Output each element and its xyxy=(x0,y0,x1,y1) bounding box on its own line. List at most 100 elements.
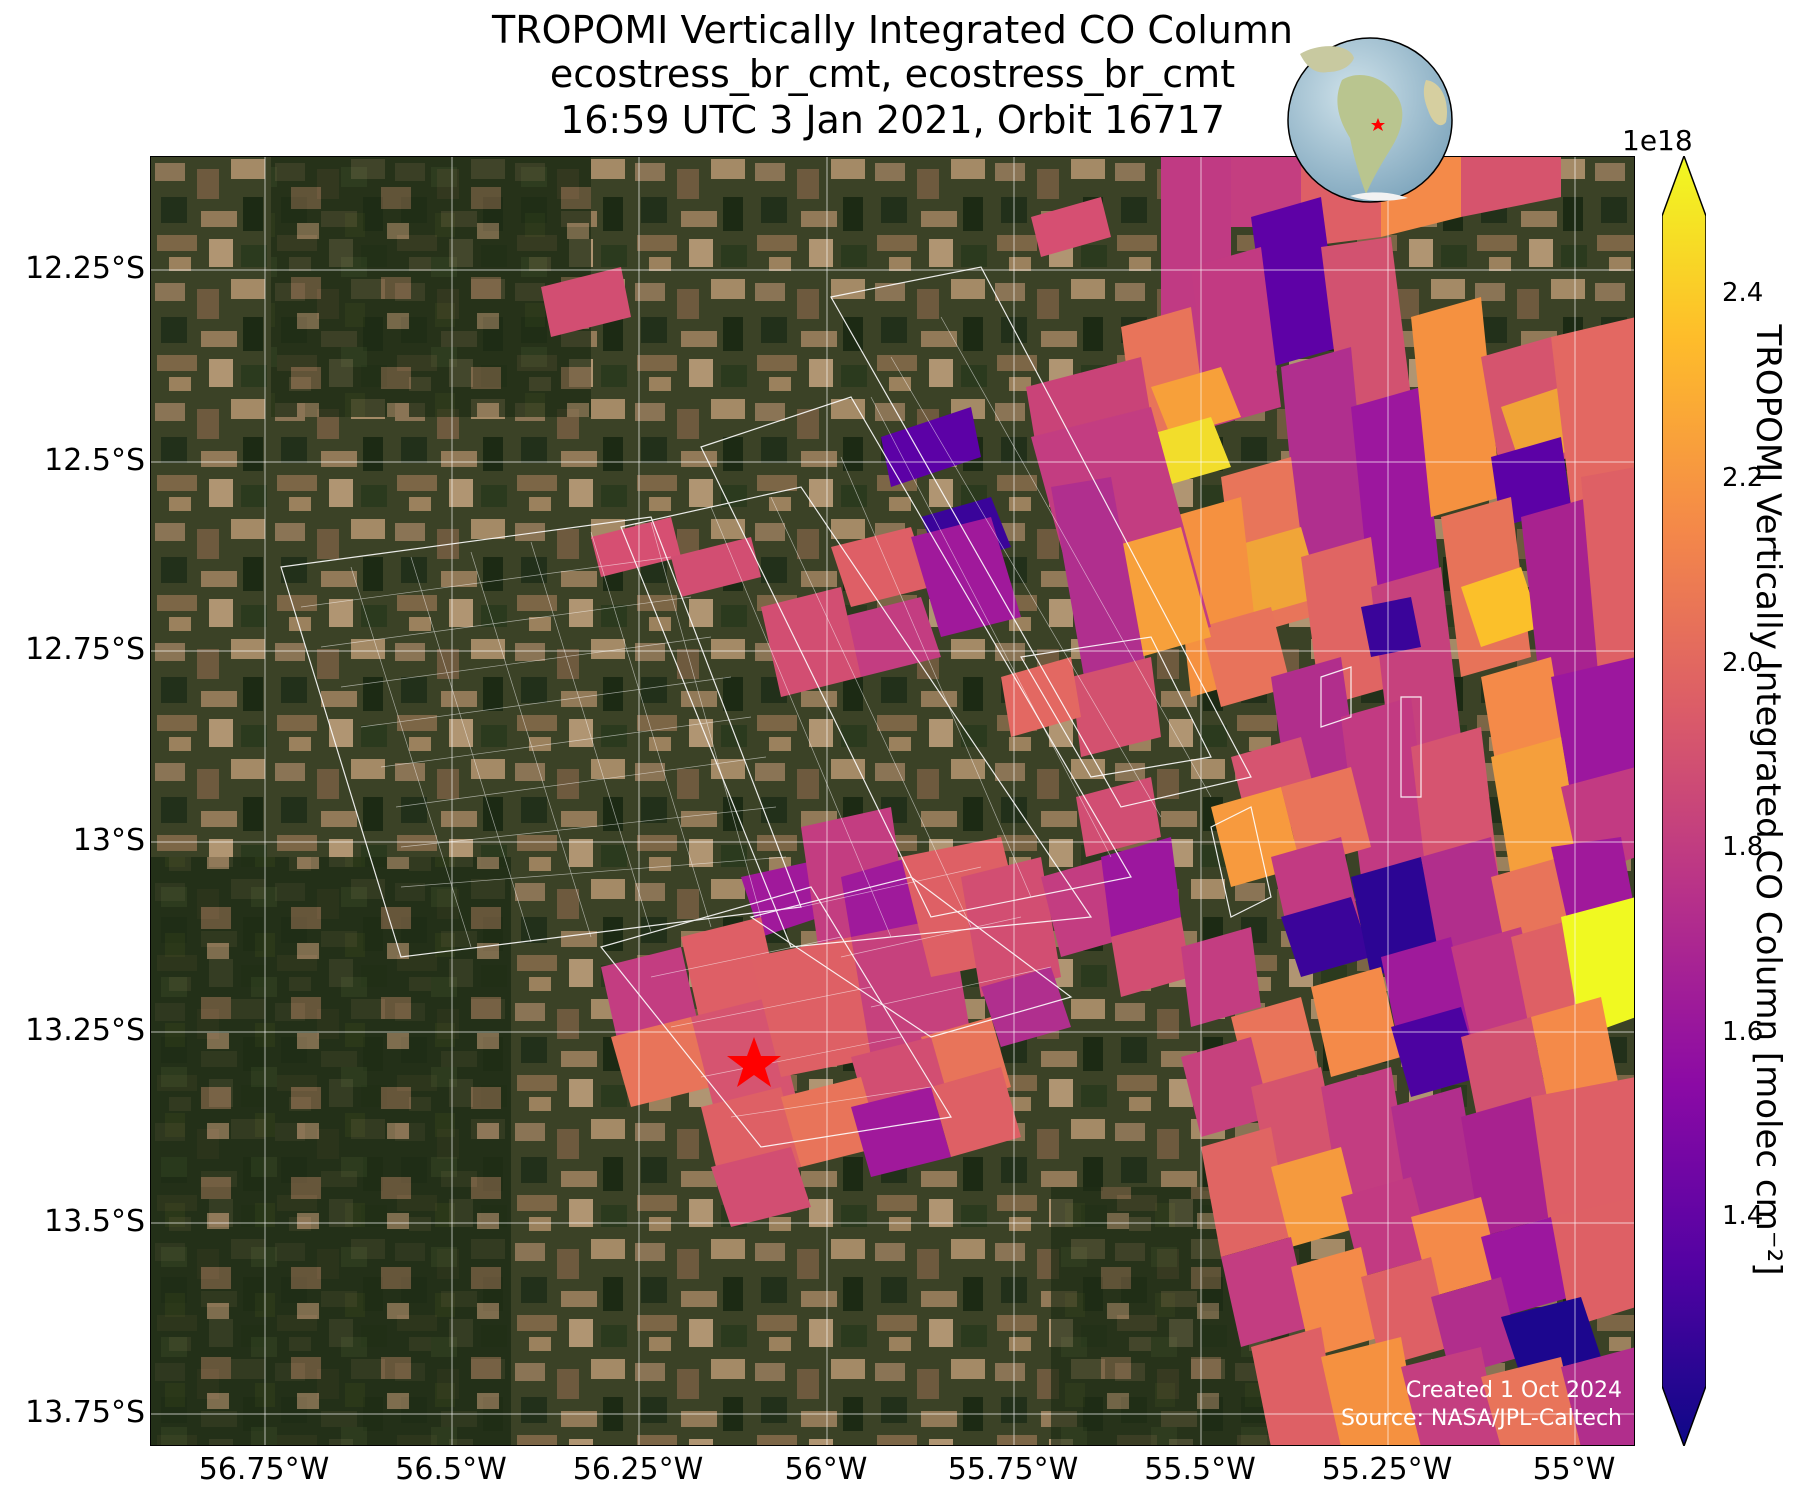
south-america-shape xyxy=(1337,75,1403,194)
footprint-grid xyxy=(749,876,1073,1038)
co-pixel xyxy=(1251,197,1341,367)
co-pixel xyxy=(751,937,881,1077)
north-america-shape xyxy=(1300,46,1354,73)
map-title-line3: 16:59 UTC 3 Jan 2021, Orbit 16717 xyxy=(560,98,1225,142)
lon-label: 56.5°W xyxy=(395,1452,507,1487)
lon-label: 55.5°W xyxy=(1144,1452,1256,1487)
co-pixel xyxy=(1151,367,1241,437)
co-pixel xyxy=(611,1017,711,1107)
co-pixel xyxy=(1001,657,1081,737)
co-pixel xyxy=(831,527,931,607)
co-pixel xyxy=(761,587,861,697)
co-pixel xyxy=(1501,1297,1601,1377)
co-pixel xyxy=(881,407,981,487)
colorbar-tick-label: 1.6 xyxy=(1722,1017,1764,1047)
colorbar-tick-label: 2.0 xyxy=(1722,648,1764,678)
co-pixel xyxy=(1281,897,1371,977)
map-svg xyxy=(151,157,1634,1445)
lon-label: 55.75°W xyxy=(947,1452,1079,1487)
co-pixel xyxy=(1231,527,1321,617)
co-pixel xyxy=(1271,1147,1361,1247)
co-pixel xyxy=(1341,1177,1431,1277)
co-pixel xyxy=(1431,1277,1521,1377)
co-pixel xyxy=(1101,837,1181,937)
footprint-mesh-lines xyxy=(300,316,1212,1118)
co-pixel xyxy=(1581,467,1634,707)
co-pixel-layer xyxy=(541,157,1634,1445)
co-pixel xyxy=(711,1147,811,1227)
co-pixel xyxy=(1351,387,1441,607)
colorbar-tick-label: 1.8 xyxy=(1722,832,1764,862)
footprint-grid xyxy=(599,886,952,1148)
co-pixel xyxy=(1551,317,1634,507)
co-pixel xyxy=(1076,777,1161,857)
co-pixel xyxy=(1461,567,1541,647)
colorbar xyxy=(1662,156,1706,1446)
footprint-grid xyxy=(1020,636,1212,778)
colorbar-exponent: 1e18 xyxy=(1622,124,1693,157)
footprint-grid-layer xyxy=(280,266,1422,1148)
co-pixel xyxy=(961,857,1061,997)
co-pixel xyxy=(591,517,681,577)
africa-shape xyxy=(1423,80,1448,126)
co-pixel xyxy=(1201,1127,1291,1257)
co-pixel xyxy=(981,967,1071,1047)
map-title-line1: TROPOMI Vertically Integrated CO Column xyxy=(492,8,1293,52)
co-pixel xyxy=(1071,657,1161,757)
map-panel[interactable]: Created 1 Oct 2024 Source: NASA/JPL-Calt… xyxy=(150,156,1635,1446)
co-pixel xyxy=(1461,1097,1551,1237)
globe-inset xyxy=(1287,37,1453,203)
lat-label: 13.75°S xyxy=(25,1395,145,1430)
lat-label: 12.75°S xyxy=(25,632,145,667)
co-pixel xyxy=(1111,917,1191,997)
colorbar-tick-label: 2.2 xyxy=(1722,463,1764,493)
lon-label: 56.75°W xyxy=(198,1452,330,1487)
co-pixel xyxy=(671,537,761,597)
footprint-grid xyxy=(620,486,1093,948)
footprint-grid xyxy=(1210,806,1272,918)
co-pixel xyxy=(1551,657,1634,797)
co-pixel xyxy=(1311,967,1401,1077)
footprint-grid xyxy=(700,396,1132,918)
co-pixel xyxy=(1221,1237,1311,1347)
colorbar-fill xyxy=(1662,156,1706,1446)
forest-patch xyxy=(151,857,511,1445)
co-pixel xyxy=(851,1087,951,1177)
lat-label: 13.25°S xyxy=(25,1013,145,1048)
graticule xyxy=(151,157,1634,1445)
antarctica-shape xyxy=(1350,192,1408,201)
globe-star-marker xyxy=(1371,118,1385,131)
co-pixel xyxy=(1251,1327,1341,1445)
co-pixel xyxy=(931,1067,1021,1157)
co-pixel xyxy=(1031,197,1111,257)
co-pixel xyxy=(541,267,631,337)
co-pixel xyxy=(1421,837,1511,967)
co-pixel xyxy=(1321,1337,1421,1445)
footprint-grid xyxy=(1400,696,1422,798)
co-pixel xyxy=(1461,157,1561,217)
lat-label: 13.5°S xyxy=(44,1204,145,1239)
footprint-grid xyxy=(830,266,1252,808)
forest-patch xyxy=(271,157,591,417)
co-pixel xyxy=(1051,477,1151,717)
colorbar-tick-label: 2.4 xyxy=(1722,278,1764,308)
co-pixel xyxy=(1361,1257,1451,1367)
map-title-line2: ecostress_br_cmt, ecostress_br_cmt xyxy=(549,52,1236,96)
site-star-marker xyxy=(727,1037,781,1087)
lon-label: 55°W xyxy=(1532,1452,1616,1487)
co-pixel xyxy=(1361,597,1421,657)
lon-label: 56.25°W xyxy=(572,1452,704,1487)
co-pixel xyxy=(1561,1347,1634,1445)
lon-label: 56°W xyxy=(784,1452,868,1487)
co-pixel xyxy=(1531,1077,1634,1237)
co-pixel xyxy=(1201,607,1291,707)
colorbar-tick-label: 1.4 xyxy=(1722,1201,1764,1231)
co-pixel xyxy=(681,917,781,1027)
colorbar-label: TROPOMI Vertically Integrated CO Column … xyxy=(1748,324,1788,1276)
co-pixel xyxy=(1551,1197,1634,1327)
footprint-grid xyxy=(1320,666,1352,728)
co-pixel xyxy=(781,1077,881,1167)
co-pixel xyxy=(1391,1007,1481,1097)
co-pixel xyxy=(1401,1347,1501,1445)
lon-label: 55.25°W xyxy=(1321,1452,1453,1487)
